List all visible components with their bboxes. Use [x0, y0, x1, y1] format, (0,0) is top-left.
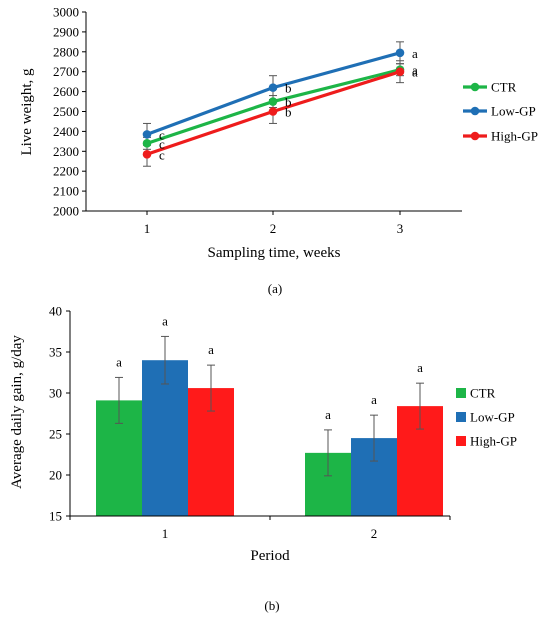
x-axis-title-a: Sampling time, weeks [208, 245, 341, 261]
data-point-high-gp [142, 149, 152, 159]
y-tick-label-a: 3000 [53, 5, 79, 20]
data-point-ctr [268, 97, 278, 106]
significance-letter: a [412, 63, 418, 78]
data-point-ctr [142, 139, 152, 148]
y-tick-label-b: 20 [49, 468, 62, 483]
legend-swatch [456, 436, 466, 446]
panel-label-a: (a) [268, 281, 282, 296]
significance-letter: a [208, 342, 214, 357]
significance-letter: a [371, 392, 377, 407]
legend-marker [470, 131, 480, 141]
data-point-high-gp [268, 107, 278, 116]
legend-label: Low-GP [491, 104, 536, 119]
x-tick-label-a: 2 [270, 221, 277, 236]
significance-letter: a [412, 46, 418, 61]
y-tick-label-a: 2800 [53, 44, 79, 59]
y-tick-label-a: 2100 [53, 184, 79, 199]
legend-label: High-GP [491, 129, 538, 144]
legend-marker [470, 106, 480, 116]
panel-b: 15 20 25 30 35 40 a a a 1 a a a 2 Period Average daily … [9, 304, 517, 614]
x-tick-label-b: 1 [162, 526, 169, 541]
significance-letter: c [159, 127, 165, 142]
legend-marker [470, 82, 480, 92]
y-tick-label-b: 15 [49, 509, 62, 524]
significance-letter: a [325, 407, 331, 422]
y-tick-label-b: 30 [49, 386, 62, 401]
x-tick-label-b: 2 [371, 526, 378, 541]
x-axis-title-b: Period [250, 548, 290, 564]
significance-letter: c [159, 147, 165, 162]
legend-label: CTR [470, 386, 496, 401]
data-point-high-gp [395, 67, 405, 76]
bar-low-gp [142, 360, 188, 516]
y-tick-label-a: 2600 [53, 84, 79, 99]
y-tick-label-a: 2900 [53, 24, 79, 39]
y-tick-label-b: 35 [49, 345, 62, 360]
legend-label: High-GP [470, 434, 517, 449]
legend-label: CTR [491, 80, 517, 95]
legend-label: Low-GP [470, 410, 515, 425]
data-point-low-gp [268, 83, 278, 92]
y-tick-label-a: 2500 [53, 104, 79, 119]
y-axis-title-a: Live weight, g [19, 68, 35, 156]
y-axis-title-b: Average daily gain, g/day [9, 335, 25, 489]
y-tick-label-a: 2300 [53, 144, 79, 159]
legend-swatch [456, 412, 466, 422]
significance-letter: a [116, 354, 122, 369]
significance-letter: a [412, 65, 418, 80]
significance-letter: b [285, 81, 292, 96]
significance-letter: b [285, 105, 292, 120]
significance-letter: a [417, 360, 423, 375]
y-tick-label-b: 25 [49, 427, 62, 442]
panel-label-b: (b) [264, 598, 279, 613]
y-tick-label-a: 2400 [53, 124, 79, 139]
y-tick-label-b: 40 [49, 304, 62, 319]
legend-swatch [456, 388, 466, 398]
significance-letter: a [162, 313, 168, 328]
significance-letter: c [159, 136, 165, 151]
data-point-low-gp [142, 130, 152, 139]
x-tick-label-a: 1 [144, 221, 151, 236]
y-tick-label-a: 2700 [53, 64, 79, 79]
y-tick-label-a: 2000 [53, 204, 79, 219]
data-point-low-gp [395, 48, 405, 58]
significance-letter: b [285, 95, 292, 110]
x-tick-label-a: 3 [397, 221, 404, 236]
y-tick-label-a: 2200 [53, 164, 79, 179]
panel-a: 2000 2100 2200 2300 2400 2500 2600 2700 2800 2900… [19, 5, 538, 297]
